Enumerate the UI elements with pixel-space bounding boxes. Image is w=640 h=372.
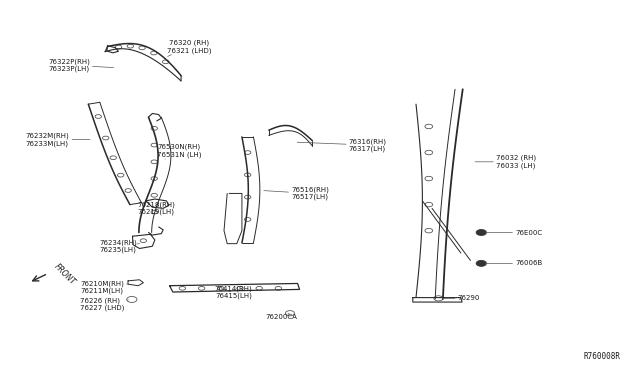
Text: 76006B: 76006B [485, 260, 543, 266]
Text: 76320 (RH)
76321 (LHD): 76320 (RH) 76321 (LHD) [166, 39, 211, 57]
Text: FRONT: FRONT [52, 262, 77, 287]
Text: 76232M(RH)
76233M(LH): 76232M(RH) 76233M(LH) [26, 132, 90, 147]
Text: 76530N(RH)
76531N (LH): 76530N(RH) 76531N (LH) [157, 144, 202, 159]
Text: 76516(RH)
76517(LH): 76516(RH) 76517(LH) [264, 186, 329, 201]
Text: 76E00C: 76E00C [485, 230, 542, 235]
Text: 76218(RH)
76219(LH): 76218(RH) 76219(LH) [138, 201, 175, 215]
Circle shape [476, 260, 486, 266]
Text: 76210M(RH)
76211M(LH): 76210M(RH) 76211M(LH) [80, 280, 129, 294]
Text: 76226 (RH)
76227 (LHD): 76226 (RH) 76227 (LHD) [80, 297, 129, 311]
Text: 76290: 76290 [443, 295, 480, 301]
Text: 76316(RH)
76317(LH): 76316(RH) 76317(LH) [297, 138, 387, 152]
Text: 76200CA: 76200CA [266, 313, 298, 320]
Text: 76234(RH)
76235(LH): 76234(RH) 76235(LH) [99, 239, 140, 253]
Circle shape [476, 230, 486, 235]
Text: R760008R: R760008R [584, 352, 621, 361]
Text: 76032 (RH)
76033 (LH): 76032 (RH) 76033 (LH) [475, 155, 536, 169]
Text: 76322P(RH)
76323P(LH): 76322P(RH) 76323P(LH) [48, 58, 114, 72]
Text: 76414(RH)
76415(LH): 76414(RH) 76415(LH) [215, 285, 252, 299]
